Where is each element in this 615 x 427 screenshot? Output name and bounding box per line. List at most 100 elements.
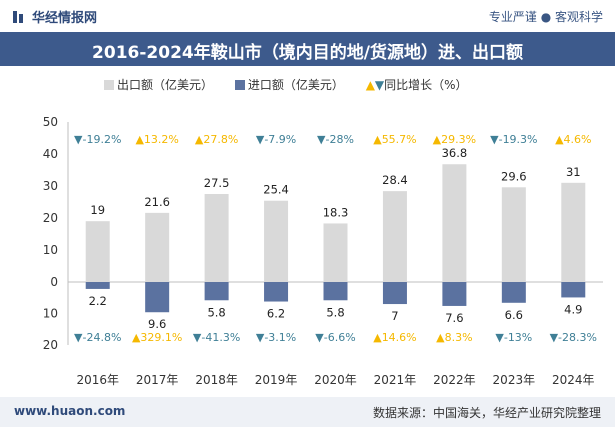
triangle-up-icon: ▲ [132,331,141,344]
x-tick-label: 2016年 [76,373,119,387]
import-value-label: 5.8 [207,305,225,319]
import-growth-label: ▼-3.1% [256,331,296,344]
triangle-down-icon: ▼ [74,331,83,344]
export-value-label: 29.6 [501,169,527,183]
import-value-label: 6.2 [267,307,285,321]
export-value-label: 19 [90,203,105,217]
export-bar [442,164,467,282]
growth-value: 4.6% [564,133,592,146]
export-growth-label: ▼-19.3% [490,133,537,146]
legend-triangle-up-icon: ▲ [365,78,375,92]
y-tick-label: 50 [43,115,58,129]
export-growth-label: ▲55.7% [373,133,416,146]
legend-label-import: 进口额（亿美元） [247,78,344,92]
growth-value: 14.6% [382,331,417,344]
growth-value: -13% [504,331,532,344]
export-value-label: 28.4 [382,173,408,187]
export-growth-label: ▲4.6% [555,133,591,146]
export-bar [501,187,526,282]
triangle-down-icon: ▼ [495,331,504,344]
export-value-label: 18.3 [323,205,349,219]
growth-value: -7.9% [264,133,296,146]
triangle-down-icon: ▼ [490,133,499,146]
legend-label-growth: 同比增长（%） [384,78,468,92]
triangle-down-icon: ▼ [315,331,324,344]
triangle-down-icon: ▼ [256,331,265,344]
import-growth-label: ▲8.3% [436,331,472,344]
triangle-up-icon: ▲ [555,133,564,146]
growth-value: 8.3% [445,331,473,344]
growth-value: -28.3% [558,331,597,344]
triangle-down-icon: ▼ [256,133,265,146]
import-growth-label: ▼-6.6% [315,331,355,344]
import-growth-label: ▼-41.3% [193,331,240,344]
import-bar [145,282,170,313]
export-bar [382,191,407,282]
growth-value: 13.2% [144,133,179,146]
export-growth-label: ▼-28% [317,133,354,146]
export-bar [85,221,110,282]
import-bar [382,282,407,305]
y-tick-label: 30 [43,179,58,193]
triangle-up-icon: ▲ [135,133,144,146]
brand-name: 华经情报网 [32,11,98,26]
import-bar [264,282,289,302]
triangle-up-icon: ▲ [195,133,204,146]
export-growth-label: ▼-19.2% [74,133,121,146]
y-tick-label: 10 [43,243,58,257]
legend-label-export: 出口额（亿美元） [117,78,214,92]
export-value-label: 21.6 [144,195,170,209]
legend-item-export: 出口额（亿美元） [104,78,213,92]
y-tick-label: 0 [50,275,58,289]
export-bar [561,182,586,282]
x-tick-label: 2022年 [433,373,476,387]
import-bar [501,282,526,303]
footer-site: www.huaon.com [14,404,126,418]
slogan: 专业严谨 ● 客观科学 [488,10,603,24]
y-tick-label: 10 [43,307,58,321]
growth-value: -19.2% [82,133,121,146]
footer-bar [0,397,615,427]
export-bar [264,200,289,282]
import-bar [204,282,229,301]
export-bar [145,212,170,282]
triangle-down-icon: ▼ [550,331,559,344]
export-growth-label: ▲13.2% [135,133,178,146]
growth-value: -24.8% [82,331,121,344]
title-bar [0,32,615,66]
export-growth-label: ▼-7.9% [256,133,296,146]
growth-value: -6.6% [324,331,356,344]
growth-value: 329.1% [140,331,182,344]
import-value-label: 9.6 [148,317,166,331]
legend-item-import: 进口额（亿美元） [234,78,344,92]
import-value-label: 4.9 [564,302,582,316]
growth-value: -19.3% [499,133,538,146]
triangle-down-icon: ▼ [193,331,202,344]
export-bar [323,223,348,282]
triangle-down-icon: ▼ [74,133,83,146]
chart-title: 2016-2024年鞍山市（境内目的地/货源地）进、出口额 [92,43,523,63]
legend-swatch-export [104,80,114,90]
triangle-up-icon: ▲ [433,133,442,146]
import-growth-label: ▲329.1% [132,331,182,344]
top-bar: 华经情报网 专业严谨 ● 客观科学 [0,0,615,32]
export-growth-label: ▲27.8% [195,133,238,146]
legend-swatch-import [234,80,245,90]
x-tick-label: 2023年 [493,373,536,387]
triangle-up-icon: ▲ [436,331,445,344]
legend-item-growth: ▲▼同比增长（%） [366,78,468,92]
triangle-up-icon: ▲ [373,133,382,146]
x-tick-label: 2021年 [374,373,417,387]
import-value-label: 7 [391,309,398,323]
export-value-label: 27.5 [204,176,230,190]
import-bar [442,282,467,306]
import-value-label: 6.6 [505,308,523,322]
import-growth-label: ▼-24.8% [74,331,121,344]
import-bar [561,282,586,298]
y-tick-label: 40 [43,147,58,161]
growth-value: -3.1% [264,331,296,344]
import-growth-label: ▼-13% [495,331,532,344]
growth-value: -28% [326,133,354,146]
y-tick-label: 20 [43,211,58,225]
